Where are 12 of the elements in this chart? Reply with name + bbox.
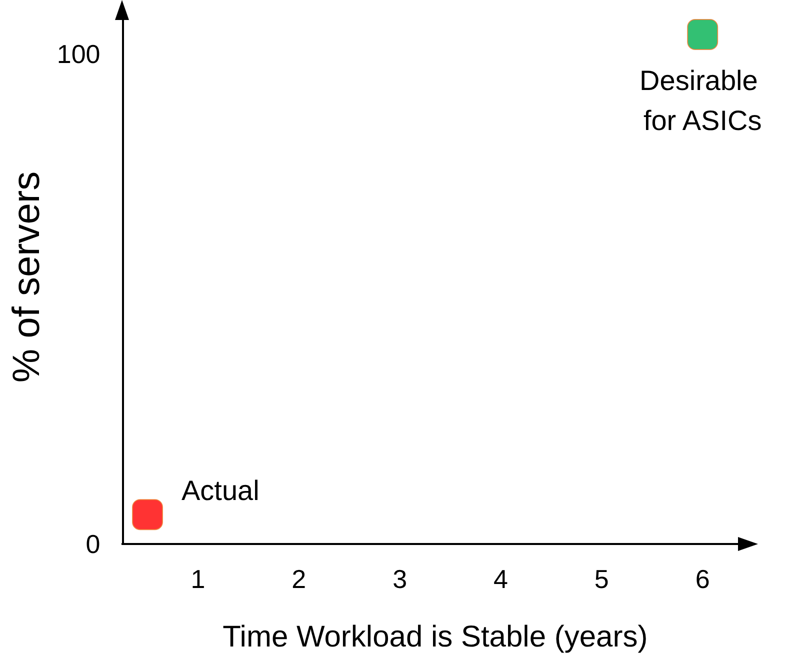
x-tick-label: 6 — [695, 564, 710, 594]
y-tick-label: 0 — [86, 529, 100, 559]
x-tick-label: 3 — [392, 564, 408, 594]
x-tick-label: 1 — [190, 564, 206, 594]
x-axis-title: Time Workload is Stable (years) — [222, 620, 648, 654]
x-tick-label: 4 — [494, 564, 508, 594]
x-tick-label: 2 — [292, 564, 306, 594]
y-tick-label: 100 — [56, 39, 100, 70]
x-tick-label: 5 — [594, 564, 609, 594]
y-axis-title: % of servers — [6, 171, 48, 383]
annotation: Desirable for ASICs — [640, 64, 766, 136]
annotation: Actual — [182, 475, 260, 506]
